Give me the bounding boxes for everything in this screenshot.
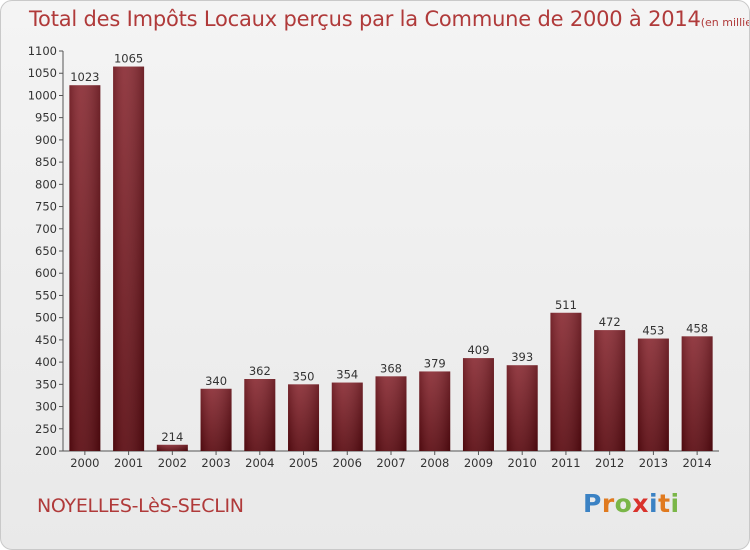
bar-shade — [462, 358, 494, 451]
bar-shade — [681, 336, 713, 451]
bar-shade — [637, 338, 669, 451]
x-tick-label: 2007 — [376, 456, 405, 470]
x-tick-label: 2004 — [245, 456, 274, 470]
bar-shade — [550, 312, 582, 451]
bar-shade — [113, 66, 145, 452]
bar-value-label: 368 — [380, 361, 402, 375]
bar-value-label: 472 — [599, 315, 621, 329]
x-tick-label: 2014 — [682, 456, 711, 470]
bar-shade — [331, 382, 363, 451]
y-tick-label: 500 — [35, 311, 57, 325]
bar-value-label: 340 — [205, 374, 227, 388]
bar-shade — [156, 444, 188, 451]
y-tick-label: 1050 — [28, 66, 57, 80]
y-tick-label: 900 — [35, 133, 57, 147]
bar-value-label: 379 — [424, 356, 446, 370]
logo-letter: P — [583, 489, 602, 518]
y-tick-label: 300 — [35, 400, 57, 414]
bar-value-label: 350 — [293, 369, 315, 383]
x-tick-label: 2009 — [464, 456, 493, 470]
logo-letter: t — [658, 489, 671, 518]
x-tick-label: 2003 — [201, 456, 230, 470]
x-tick-label: 2008 — [420, 456, 449, 470]
x-tick-label: 2000 — [70, 456, 99, 470]
bar-shade — [506, 365, 538, 451]
y-tick-label: 350 — [35, 377, 57, 391]
logo-letter: x — [632, 489, 649, 518]
y-tick-label: 950 — [35, 111, 57, 125]
x-tick-label: 2005 — [289, 456, 318, 470]
bar-shade — [244, 379, 276, 451]
bar-shade — [594, 330, 626, 451]
x-tick-label: 2010 — [508, 456, 537, 470]
y-tick-label: 1100 — [28, 44, 57, 58]
y-tick-label: 250 — [35, 422, 57, 436]
bar-shade — [69, 85, 101, 451]
x-tick-label: 2001 — [114, 456, 143, 470]
bar-value-label: 453 — [642, 324, 664, 338]
y-tick-label: 850 — [35, 155, 57, 169]
bar-shade — [200, 388, 232, 451]
logo-letter: i — [649, 489, 659, 518]
commune-name: NOYELLES-LèS-SECLIN — [37, 495, 244, 517]
proxiti-logo: Proxiti — [583, 489, 680, 518]
bar-value-label: 214 — [161, 430, 183, 444]
x-tick-label: 2012 — [595, 456, 624, 470]
bar-value-label: 458 — [686, 321, 708, 335]
bar-shade — [375, 376, 407, 451]
logo-letter: o — [614, 489, 633, 518]
y-tick-label: 1000 — [28, 88, 57, 102]
y-tick-label: 800 — [35, 177, 57, 191]
bar-shade — [288, 384, 320, 451]
chart-unit-label: (en milliers d'€) — [700, 16, 749, 29]
chart-title-text: Total des Impôts Locaux perçus par la Co… — [29, 7, 701, 31]
bar-value-label: 354 — [336, 368, 358, 382]
y-tick-label: 200 — [35, 444, 57, 458]
y-tick-label: 550 — [35, 288, 57, 302]
bar-value-label: 1023 — [70, 70, 99, 84]
chart-title: Total des Impôts Locaux perçus par la Co… — [29, 7, 749, 31]
y-tick-label: 750 — [35, 200, 57, 214]
y-tick-label: 700 — [35, 222, 57, 236]
logo-letter: r — [601, 489, 615, 518]
x-tick-label: 2011 — [551, 456, 580, 470]
x-tick-label: 2013 — [639, 456, 668, 470]
y-tick-label: 600 — [35, 266, 57, 280]
logo-letter: i — [670, 489, 680, 518]
bar-value-label: 1065 — [114, 52, 143, 66]
bar-value-label: 393 — [511, 350, 533, 364]
y-tick-label: 400 — [35, 355, 57, 369]
y-tick-label: 450 — [35, 333, 57, 347]
bar-value-label: 511 — [555, 298, 577, 312]
bar-value-label: 409 — [467, 343, 489, 357]
y-tick-label: 650 — [35, 244, 57, 258]
bar-value-label: 362 — [249, 364, 271, 378]
x-tick-label: 2006 — [333, 456, 362, 470]
x-tick-label: 2002 — [158, 456, 187, 470]
bar-shade — [419, 371, 451, 451]
